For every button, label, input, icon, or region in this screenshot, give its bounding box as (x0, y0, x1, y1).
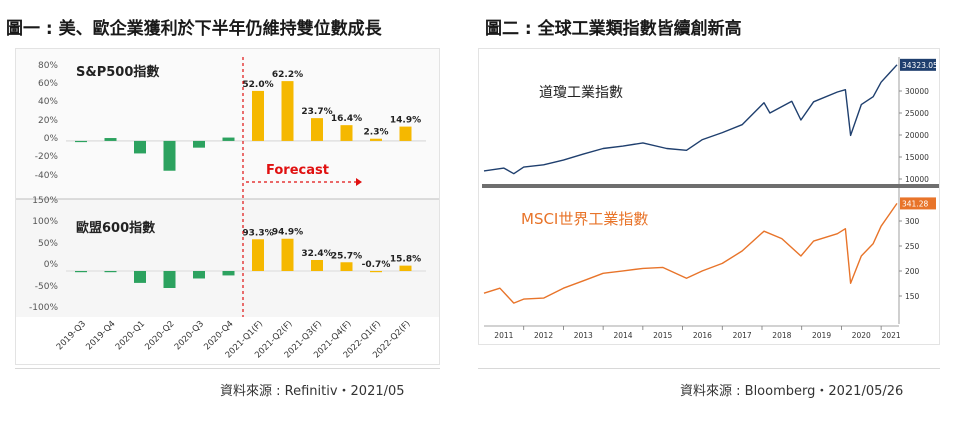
data-label: 14.9% (390, 116, 421, 126)
bar-2022-Q2(F) (399, 126, 412, 141)
series-line (483, 202, 898, 304)
bar-2020-Q1 (134, 271, 146, 283)
x-tick-label: 2020-Q2 (143, 319, 176, 352)
y-tick-label: 60% (38, 79, 58, 89)
figure2-source: 資料來源 : Bloomberg・2021/05/26 (680, 384, 904, 399)
y-tick-label: 150 (905, 292, 920, 301)
bar-2021-Q4(F) (340, 262, 353, 271)
chart-title: MSCI世界工業指數 (521, 210, 648, 228)
bar-2022-Q1(F) (370, 271, 382, 273)
x-tick-label: 2019 (812, 331, 831, 340)
y-tick-label: -20% (35, 152, 59, 162)
bar-2019-Q3 (75, 140, 87, 143)
y-tick-label: 80% (38, 61, 58, 71)
y-tick-label: 20% (38, 116, 58, 126)
y-tick-label: -50% (35, 282, 59, 292)
bar-2022-Q2(F) (399, 265, 412, 271)
bar-2020-Q4 (222, 137, 235, 141)
figure1-title: 圖一 : 美、歐企業獲利於下半年仍維持雙位數成長 (6, 19, 382, 39)
y-tick-label: 10000 (905, 175, 929, 184)
earnings-chart-panel: 80% 60% 40% 20% 0% -20% -40% 52.0% 62.2% 23.7% 16.… (15, 48, 440, 365)
data-label: 2.3% (364, 128, 389, 138)
y-tick-label: 100% (32, 217, 58, 227)
y-tick-label: 300 (905, 217, 920, 226)
x-tick-label: 2015 (653, 331, 672, 340)
x-tick-label: 2018 (772, 331, 791, 340)
bar-2020-Q2 (163, 140, 176, 171)
y-tick-label: -100% (29, 303, 58, 313)
data-label: 23.7% (301, 107, 332, 117)
forecast-arrow-head (356, 178, 362, 186)
figure2-title: 圖二 : 全球工業類指數皆續創新高 (485, 19, 742, 39)
bar-2021-Q4(F) (340, 125, 353, 141)
x-tick-label: 2011 (494, 331, 513, 340)
bar-2020-Q2 (163, 271, 176, 288)
y-tick-label: 50% (38, 239, 58, 249)
data-label: 62.2% (272, 70, 303, 80)
x-tick-label: 2014 (613, 331, 632, 340)
bar-2019-Q4 (104, 271, 117, 273)
chart-title: S&P500指數 (76, 64, 159, 80)
bar-2021-Q3(F) (311, 118, 323, 141)
y-tick-label: 25000 (905, 109, 929, 118)
bar-2020-Q1 (134, 140, 146, 154)
x-tick-label: 2012 (534, 331, 553, 340)
index-line-charts: 30000 25000 20000 15000 10000 34323.05 道瓊工業指數 3… (482, 57, 939, 340)
top-chart-bg (16, 49, 439, 199)
bar-2021-Q3(F) (311, 259, 323, 271)
bar-2019-Q3 (75, 271, 87, 273)
bar-2019-Q4 (104, 138, 117, 141)
x-tick-label: 2020 (852, 331, 871, 340)
last-value-label: 34323.05 (902, 61, 938, 70)
bar-2021-Q1(F) (252, 90, 264, 141)
data-label: 32.4% (301, 249, 332, 259)
bar-2021-Q1(F) (252, 239, 264, 271)
x-tick-label: 2019-Q4 (84, 319, 117, 352)
index-chart-panel: 30000 25000 20000 15000 10000 34323.05 道瓊工業指數 3… (478, 48, 940, 345)
y-tick-label: 15000 (905, 153, 929, 162)
data-label: 94.9% (272, 228, 303, 238)
data-label: 52.0% (242, 80, 273, 90)
bar-2021-Q2(F) (281, 81, 294, 141)
last-value-marker (900, 197, 936, 210)
y-tick-label: 40% (38, 97, 58, 107)
data-label: 25.7% (331, 251, 362, 261)
y-tick-label: 0% (44, 260, 59, 270)
x-tick-label: 2013 (574, 331, 593, 340)
bar-2022-Q1(F) (370, 138, 382, 141)
x-tick-label: 2019-Q3 (55, 319, 88, 352)
series-line (483, 64, 898, 175)
forecast-label: Forecast (266, 163, 329, 178)
bar-2020-Q3 (193, 271, 205, 279)
y-tick-label: -40% (35, 171, 59, 181)
chart-title: 道瓊工業指數 (539, 85, 623, 101)
x-tick-label: 2021 (882, 331, 901, 340)
bar-2021-Q2(F) (281, 238, 294, 271)
data-label: 16.4% (331, 114, 362, 124)
y-tick-label: 20000 (905, 131, 929, 140)
chart-title: 歐盟600指數 (76, 220, 155, 236)
x-tick-label: 2020-Q1 (114, 319, 147, 352)
y-tick-label: 250 (905, 242, 920, 251)
bar-2020-Q4 (222, 271, 235, 276)
y-tick-label: 150% (32, 196, 58, 206)
data-label: 15.8% (390, 255, 421, 265)
last-value-label: 341.28 (902, 199, 928, 208)
bottom-chart-bg (16, 199, 439, 317)
divider-left (15, 368, 440, 369)
data-label: -0.7% (362, 260, 391, 270)
bar-2020-Q3 (193, 140, 205, 148)
last-value-marker (900, 58, 936, 71)
data-label: 93.3% (242, 228, 273, 238)
divider-right (478, 368, 940, 369)
earnings-bar-charts: 80% 60% 40% 20% 0% -20% -40% 52.0%62.2% 23.7%16.… (16, 49, 439, 361)
y-tick-label: 200 (905, 267, 920, 276)
x-tick-label: 2017 (733, 331, 752, 340)
y-tick-label: 30000 (905, 87, 929, 96)
figure1-source: 資料來源 : Refinitiv・2021/05 (220, 384, 405, 399)
chart-separator (482, 184, 939, 188)
y-tick-label: 0% (44, 134, 59, 144)
x-tick-label: 2016 (693, 331, 712, 340)
x-tick-label: 2020-Q3 (173, 319, 206, 352)
